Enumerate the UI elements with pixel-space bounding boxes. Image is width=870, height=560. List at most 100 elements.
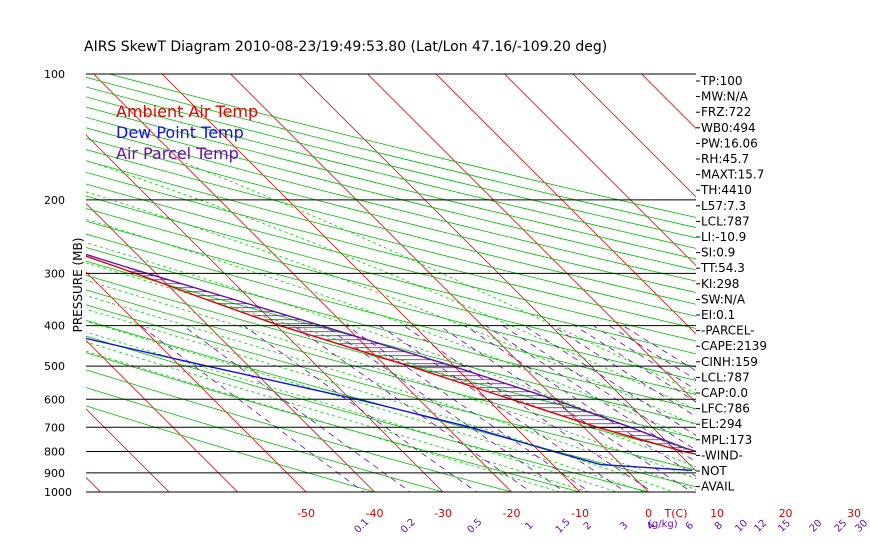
isotherm [435, 74, 696, 335]
dry-adiabat [86, 160, 696, 317]
dry-adiabat [86, 138, 696, 294]
isotherm [503, 74, 696, 267]
pressure-tick-label: 1000 [44, 486, 72, 499]
index-label: CAP:0.0 [701, 386, 748, 400]
series-line-dewpoint [86, 337, 693, 472]
dry-adiabat [86, 289, 696, 455]
index-label: -PARCEL- [701, 324, 755, 338]
index-label: PW:16.06 [701, 136, 758, 150]
mixing-ratio-unit: (g/kg) [648, 519, 678, 530]
temp-tick-bottom: -40 [366, 507, 384, 520]
index-label: LFC:786 [701, 402, 750, 416]
cape-hatch-region [130, 271, 685, 449]
dry-adiabat [86, 387, 445, 492]
dry-adiabat [86, 304, 696, 471]
mixing-ratio-line [243, 325, 478, 492]
mixing-ratio-tick: 1 [523, 520, 535, 532]
isotherm [86, 271, 307, 492]
dry-adiabat [86, 127, 696, 282]
mixing-ratio-line [293, 325, 532, 492]
mixing-ratio-tick: 20 [808, 518, 825, 535]
mixing-ratio-line [323, 325, 566, 492]
dry-adiabat [86, 352, 582, 492]
index-label: MAXT:15.7 [701, 168, 764, 182]
temp-tick-bottom: -50 [297, 507, 315, 520]
dry-adiabat [86, 260, 696, 424]
mixing-ratio-tick: 0.5 [465, 517, 484, 536]
mixing-ratio-tick: 6 [684, 520, 696, 532]
y-axis-label: PRESSURE (MB) [71, 238, 85, 333]
index-label: RH:45.7 [701, 152, 749, 166]
dry-adiabat [86, 106, 696, 260]
mixing-ratio-tick: 12 [752, 518, 769, 535]
dry-adiabat [86, 149, 696, 305]
index-label: KI:298 [701, 277, 739, 291]
dry-adiabat [86, 405, 377, 492]
moist-adiabat [86, 279, 696, 480]
temp-tick-bottom: -10 [571, 507, 589, 520]
mixing-ratio-tick: 15 [776, 518, 793, 535]
index-label: MW:N/A [701, 90, 749, 104]
mixing-ratio-line [502, 325, 696, 451]
isotherm [229, 74, 650, 492]
mixing-ratio-line [464, 325, 696, 477]
pressure-tick-label: 900 [44, 467, 65, 480]
index-label: CAPE:2139 [701, 339, 767, 353]
temp-tick-bottom: 30 [847, 507, 861, 520]
mixing-ratio-line [622, 325, 696, 372]
temp-tick-bottom: -20 [503, 507, 521, 520]
dry-adiabat [86, 116, 696, 271]
temp-tick-bottom: -30 [434, 507, 452, 520]
mixing-ratio-tick: 30 [854, 518, 870, 535]
isotherm [86, 408, 170, 492]
mixing-ratio-line [182, 325, 411, 492]
dry-adiabat [86, 195, 696, 355]
legend-ambient: Ambient Air Temp [116, 102, 258, 121]
isotherm [86, 134, 444, 492]
dry-adiabat [86, 274, 696, 439]
dry-adiabat [86, 96, 696, 249]
dry-adiabat [86, 369, 514, 492]
dry-adiabat [86, 171, 696, 329]
mixing-ratio-line [140, 325, 365, 492]
index-label: EI:0.1 [701, 308, 735, 322]
pressure-tick-label: 400 [44, 320, 65, 333]
mixing-ratio-line [438, 325, 693, 492]
isotherm [0, 55, 41, 501]
dry-adiabat [86, 220, 696, 381]
mixing-ratio-line [346, 325, 591, 492]
legend: Ambient Air Temp Dew Point Temp Air Parc… [116, 102, 258, 163]
legend-parcel: Air Parcel Temp [116, 144, 239, 163]
index-label: AVAIL [701, 480, 735, 494]
temp-unit-label: T(C) [664, 507, 688, 520]
index-label: MPL:173 [701, 433, 752, 447]
index-label: WB0:494 [701, 121, 756, 135]
index-label: CINH:159 [701, 355, 758, 369]
mixing-ratio-tick: 25 [833, 518, 850, 535]
pressure-tick-label: 200 [44, 194, 65, 207]
mixing-ratio-tick: 8 [713, 520, 725, 532]
pressure-tick-label: 600 [44, 393, 65, 406]
index-label: LCL:787 [701, 370, 750, 384]
isotherm [86, 339, 239, 492]
mixing-ratio-tick: 1.5 [554, 517, 573, 536]
mixing-ratio-line [485, 325, 696, 463]
pressure-tick-label: 100 [44, 68, 65, 81]
index-label: NOT [701, 464, 727, 478]
index-label: L57:7.3 [701, 199, 746, 213]
mixing-ratio-line [379, 325, 627, 492]
temp-tick-bottom: 20 [779, 507, 793, 520]
index-label: SW:N/A [701, 292, 746, 306]
dry-adiabat [86, 208, 696, 368]
index-label: LI:-10.9 [701, 230, 746, 244]
dry-adiabat [86, 183, 696, 342]
index-label: EL:294 [701, 417, 742, 431]
mixing-ratio-tick: 2 [582, 520, 594, 532]
temp-tick-bottom: 0 [645, 507, 652, 520]
dry-adiabat [86, 335, 651, 492]
pressure-tick-label: 700 [44, 421, 65, 434]
mixing-ratio-tick: 0.2 [399, 517, 418, 536]
isotherm [572, 74, 696, 198]
index-label: TH:4410 [700, 183, 752, 197]
